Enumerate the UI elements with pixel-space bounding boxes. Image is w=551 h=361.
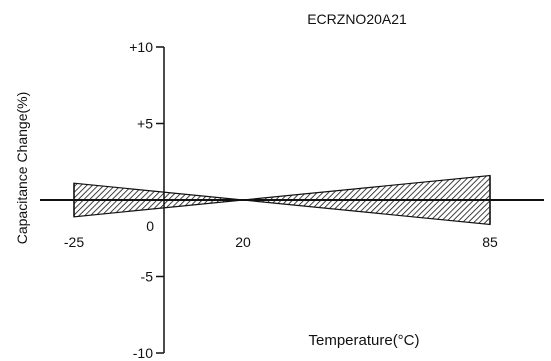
x-axis-label: Temperature(°C) [308,332,419,349]
x-ticks: -25 20 85 [64,234,498,250]
y-tick-label: 0 [146,218,154,234]
y-tick-label: -5 [141,269,154,285]
x-tick-label: -25 [64,234,84,250]
y-tick-label: +5 [137,116,153,132]
x-tick-label: 85 [482,234,498,250]
y-axis-label: Capacitance Change(%) [14,92,30,245]
chart-title: ECRZNO20A21 [307,11,407,27]
y-tick-label: -10 [133,345,153,361]
x-tick-label: 20 [235,234,251,250]
y-ticks: +10 +5 0 -5 -10 [129,39,164,361]
y-tick-label: +10 [129,39,153,55]
